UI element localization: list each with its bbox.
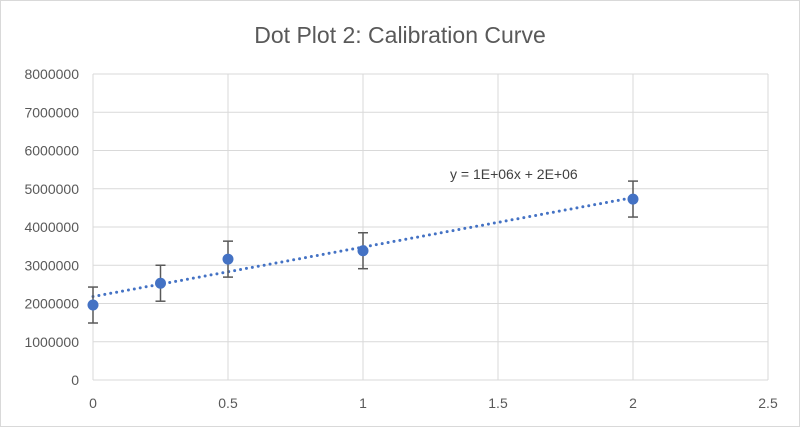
trendline-equation: y = 1E+06x + 2E+06 <box>450 166 578 182</box>
y-tick-label: 3000000 <box>24 257 79 273</box>
trendline <box>91 196 635 299</box>
data-point <box>357 245 369 257</box>
y-tick-label: 8000000 <box>24 66 79 82</box>
x-tick-label: 0 <box>89 395 97 411</box>
y-tick-label: 0 <box>71 372 79 388</box>
x-tick-label: 1.5 <box>488 395 508 411</box>
data-point <box>222 253 234 265</box>
x-tick-label: 0.5 <box>218 395 238 411</box>
y-tick-label: 2000000 <box>24 296 79 312</box>
data-point <box>627 193 639 205</box>
y-tick-label: 6000000 <box>24 143 79 159</box>
x-tick-label: 2.5 <box>758 395 778 411</box>
x-tick-label: 1 <box>359 395 367 411</box>
y-tick-label: 4000000 <box>24 219 79 235</box>
y-tick-label: 5000000 <box>24 181 79 197</box>
data-point <box>155 277 166 289</box>
x-tick-label: 2 <box>629 395 637 411</box>
y-tick-label: 7000000 <box>24 104 79 120</box>
y-tick-label: 1000000 <box>24 334 79 350</box>
chart-title: Dot Plot 2: Calibration Curve <box>254 22 545 48</box>
data-point <box>87 299 99 311</box>
